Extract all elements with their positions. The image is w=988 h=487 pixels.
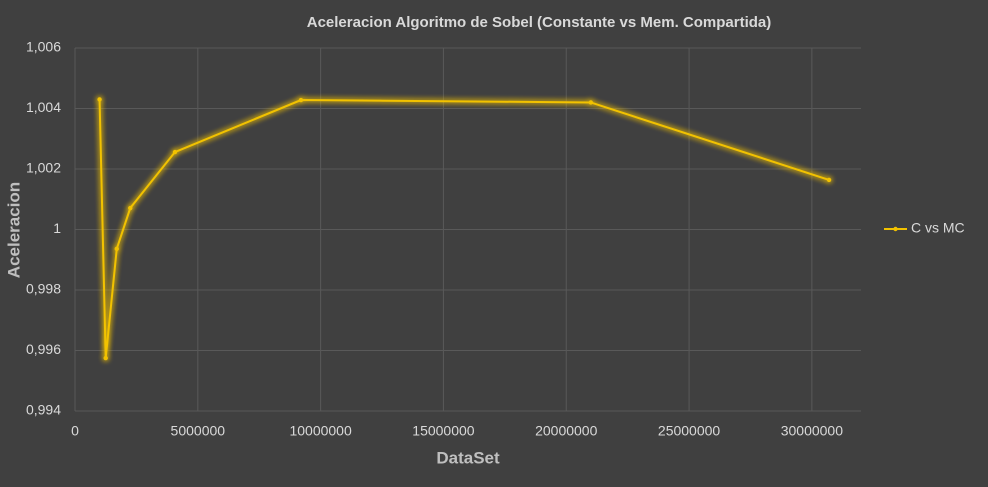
x-tick-label: 25000000: [658, 423, 721, 439]
point: [826, 177, 832, 183]
y-tick-label: 1: [53, 220, 61, 236]
point: [103, 355, 108, 361]
x-tick-label: 5000000: [171, 423, 226, 439]
y-tick-label: 1,006: [26, 39, 61, 55]
x-tick-label: 10000000: [289, 423, 352, 439]
line: [98, 99, 830, 359]
point: [128, 205, 133, 211]
x-tick-label: 20000000: [535, 423, 598, 439]
point: [114, 246, 119, 252]
y-tick-label: 1,004: [26, 99, 61, 115]
y-tick-label: 1,002: [26, 160, 61, 176]
x-tick-label: 30000000: [781, 423, 844, 439]
point: [172, 149, 178, 155]
point: [588, 100, 594, 105]
point: [97, 97, 102, 102]
chart-title: Aceleracion Algoritmo de Sobel (Constant…: [307, 14, 772, 31]
series: [97, 97, 832, 361]
x-tick-label: 15000000: [412, 423, 475, 439]
x-axis-title: DataSet: [436, 448, 500, 467]
legend-label: C vs MC: [911, 220, 965, 236]
point: [298, 97, 304, 103]
y-axis-title: Aceleracion: [4, 182, 23, 278]
y-tick-label: 0,994: [26, 402, 61, 418]
y-tick-label: 0,996: [26, 341, 61, 357]
x-tick-label: 0: [71, 423, 79, 439]
y-tick-label: 0,998: [26, 281, 61, 297]
legend-marker: [893, 226, 898, 232]
